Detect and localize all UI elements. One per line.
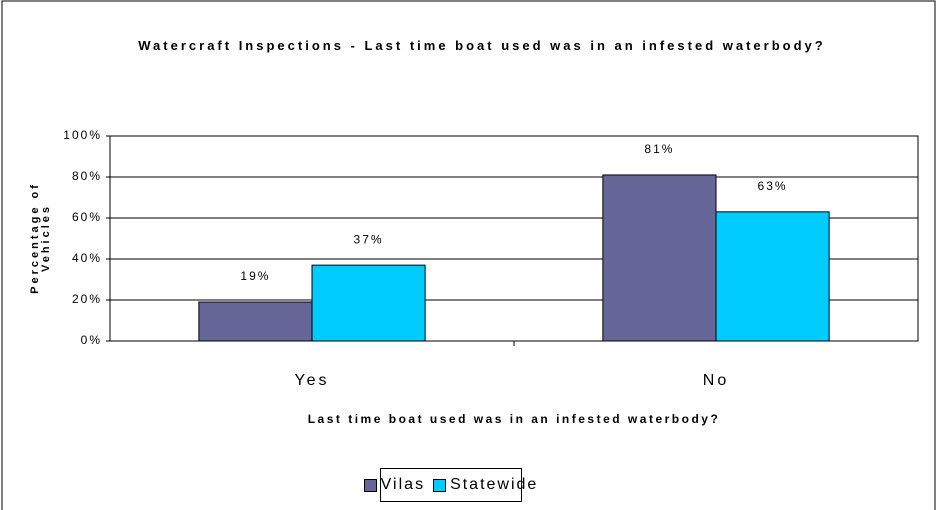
legend-swatch: [363, 478, 377, 492]
bar: [198, 301, 313, 342]
legend-swatch: [433, 478, 447, 492]
x-axis-label: Last time boat used was in an infested w…: [307, 412, 721, 426]
legend: Vilas Statewide: [363, 468, 536, 502]
y-axis-label: Percentage of Vehicles: [29, 182, 52, 294]
data-label: 81%: [644, 142, 674, 156]
x-tick-label: No: [703, 372, 729, 389]
bar: [715, 211, 830, 342]
legend-item: Vilas: [363, 476, 426, 494]
legend-label: Vilas: [380, 476, 426, 493]
y-tick-label: 100%: [63, 128, 102, 142]
x-tick-label: Yes: [294, 372, 329, 389]
legend-label: Statewide: [450, 476, 539, 493]
y-tick-label: 0%: [81, 333, 102, 347]
bar: [602, 174, 717, 342]
y-tick-label: 40%: [72, 251, 102, 265]
data-label: 19%: [240, 269, 270, 283]
y-tick-label: 60%: [72, 210, 102, 224]
legend-item: Statewide: [433, 476, 538, 494]
bar: [311, 264, 426, 342]
chart-title: Watercraft Inspections - Last time boat …: [138, 38, 826, 53]
data-label: 63%: [758, 179, 788, 193]
y-tick-label: 20%: [72, 292, 102, 306]
y-tick-label: 80%: [72, 169, 102, 183]
data-label: 37%: [354, 232, 384, 246]
